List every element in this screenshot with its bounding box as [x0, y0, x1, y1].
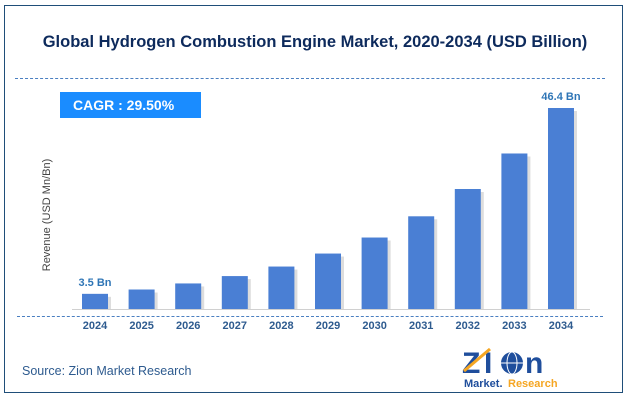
x-tick-label: 2031 — [409, 320, 433, 332]
arrow-icon — [463, 347, 491, 373]
x-tick-label: 2024 — [83, 320, 108, 332]
source-text: Source: Zion Market Research — [22, 364, 192, 378]
x-tick-label: 2025 — [129, 320, 153, 332]
top-divider — [15, 78, 605, 79]
logo-research: Research — [508, 378, 558, 390]
x-tick-label: 2027 — [223, 320, 247, 332]
bar-2033 — [501, 153, 528, 309]
bar-2031 — [408, 216, 435, 309]
zion-logo: Z I n Market. Research — [462, 347, 558, 390]
data-label: 46.4 Bn — [541, 91, 580, 103]
bar-2028 — [268, 266, 295, 309]
chart-title: Global Hydrogen Combustion Engine Market… — [42, 33, 588, 51]
logo-market: Market. — [464, 378, 503, 390]
x-tick-label: 2032 — [456, 320, 480, 332]
x-tick-label: 2026 — [176, 320, 200, 332]
logo-n: n — [525, 347, 543, 380]
bar-2027 — [221, 276, 248, 309]
x-tick-label: 2030 — [362, 320, 386, 332]
x-tick-label: 2033 — [502, 320, 526, 332]
data-label: 3.5 Bn — [78, 277, 111, 289]
x-tick-label: 2028 — [269, 320, 293, 332]
bar-2029 — [315, 253, 341, 309]
bar-2024 — [82, 293, 108, 309]
x-tick-label: 2034 — [549, 320, 574, 332]
bar-2030 — [361, 237, 388, 309]
bottom-divider — [17, 316, 603, 317]
cagr-badge: CAGR : 29.50% — [60, 92, 201, 118]
bar-2032 — [454, 189, 481, 309]
x-tick-label: 2029 — [316, 320, 340, 332]
logo-i: I — [484, 347, 492, 380]
bar-2026 — [175, 283, 202, 309]
chart-frame — [4, 5, 623, 393]
bar-2025 — [128, 289, 155, 309]
bar-2034 — [548, 108, 574, 309]
